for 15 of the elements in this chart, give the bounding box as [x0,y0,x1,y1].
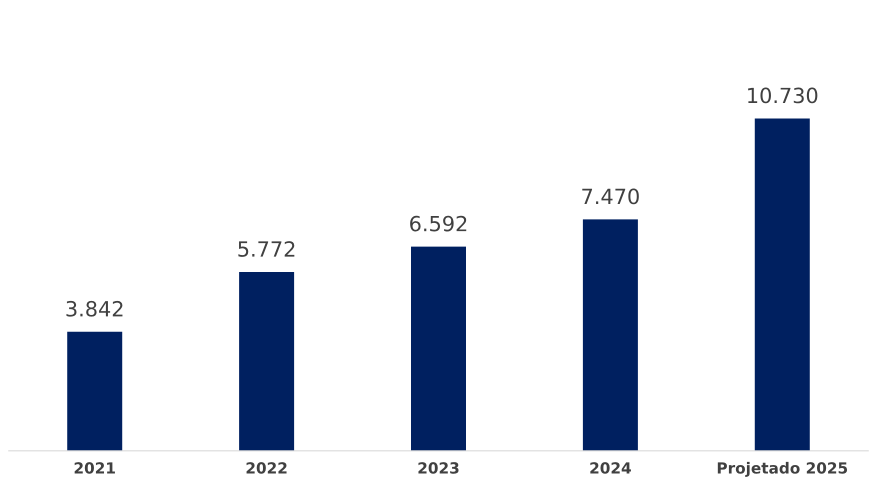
x-tick-label: 2023 [418,462,459,474]
data-label: 3.842 [66,300,122,317]
bar [239,272,294,451]
x-tick-label: Projetado 2025 [718,462,848,477]
data-label: 5.772 [238,241,294,257]
data-label: 6.592 [410,216,466,232]
bar [582,219,638,451]
x-tick-label: 2024 [590,462,631,474]
data-label: 10.730 [748,88,818,104]
bar [754,118,810,451]
x-tick-label: 2021 [74,462,115,474]
data-label: 7.470 [582,188,639,204]
bar [410,246,466,451]
bar [67,332,122,451]
x-tick-label: 2022 [246,462,287,474]
